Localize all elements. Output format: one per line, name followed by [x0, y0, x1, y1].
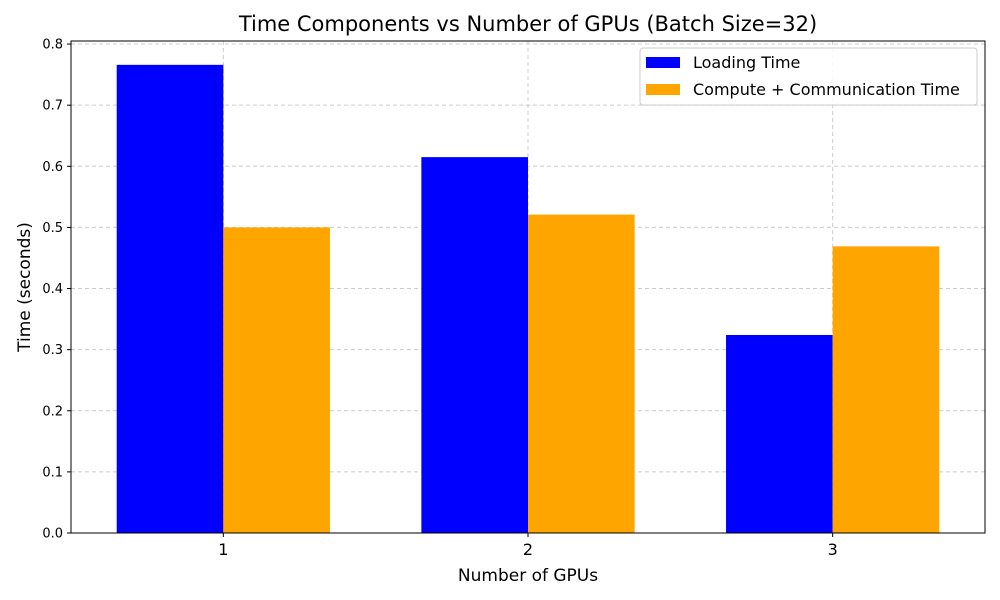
- x-axis-ticks: 1 2 3: [218, 533, 838, 559]
- bar-loading-2: [421, 157, 528, 534]
- legend-label: Compute + Communication Time: [693, 80, 960, 99]
- y-tick-label: 0.3: [42, 343, 63, 358]
- bar-loading-3: [726, 334, 833, 533]
- y-tick-label: 0.2: [42, 404, 63, 419]
- y-tick-label: 0.8: [42, 38, 63, 53]
- bar-compute-2: [528, 214, 635, 534]
- legend-swatch: [646, 84, 680, 95]
- x-tick-label: 1: [218, 540, 228, 559]
- x-tick-label: 2: [523, 540, 533, 559]
- y-tick-label: 0.4: [42, 282, 63, 297]
- y-tick-label: 0.0: [42, 527, 63, 542]
- x-axis-label: Number of GPUs: [458, 566, 598, 586]
- chart-title: Time Components vs Number of GPUs (Batch…: [238, 12, 817, 36]
- bar-compute-3: [832, 246, 940, 534]
- bar-loading-1: [116, 64, 224, 533]
- bar-compute-1: [223, 227, 330, 533]
- legend-swatch: [646, 57, 680, 68]
- y-tick-label: 0.5: [42, 221, 63, 236]
- y-tick-label: 0.6: [42, 160, 63, 175]
- legend-label: Loading Time: [693, 53, 800, 72]
- y-tick-label: 0.1: [42, 465, 63, 480]
- x-tick-label: 3: [828, 540, 838, 559]
- bars: [116, 64, 940, 534]
- y-axis-label: Time (seconds): [15, 222, 35, 353]
- y-tick-label: 0.7: [42, 99, 63, 114]
- y-axis-ticks: 0.0 0.1 0.2 0.3 0.4 0.5 0.6 0.7 0.8: [42, 38, 71, 542]
- legend-box: [639, 47, 978, 106]
- legend: Loading Time Compute + Communication Time: [639, 47, 978, 106]
